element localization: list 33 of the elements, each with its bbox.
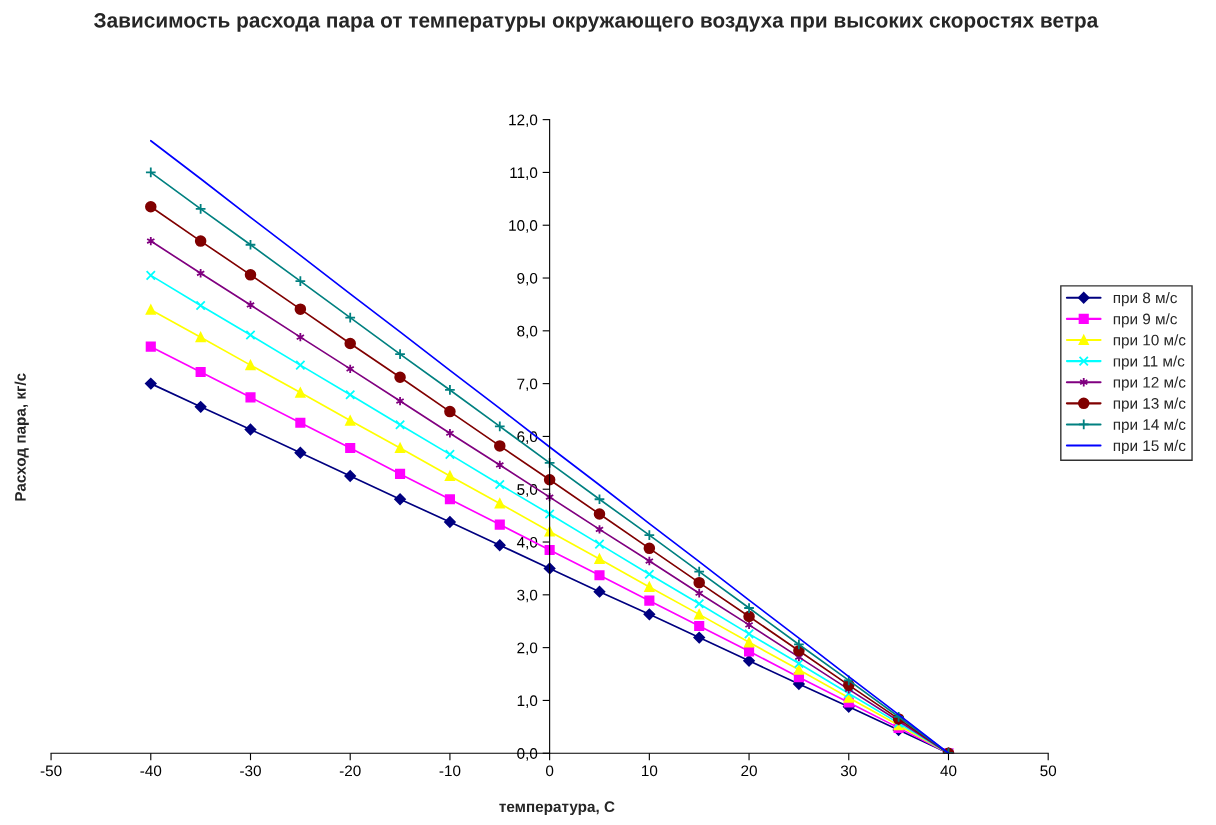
legend-label: при 14 м/с	[1113, 418, 1186, 433]
x-axis-title: температура, С	[499, 801, 615, 816]
x-tick-label: 50	[1040, 765, 1057, 777]
y-tick-label: 8,0	[517, 325, 538, 339]
y-tick-label: 12,0	[509, 114, 538, 128]
x-tick-label: -40	[140, 765, 162, 777]
x-tick-label: -50	[40, 765, 62, 777]
x-tick-label: -10	[439, 765, 461, 777]
x-tick-label: 10	[642, 765, 658, 777]
legend-label: при 9 м/с	[1113, 313, 1178, 328]
y-tick-label: 1,0	[517, 695, 538, 708]
legend-label: при 13 м/с	[1113, 397, 1186, 412]
x-tick-label: 20	[741, 765, 757, 777]
y-tick-label: 4,0	[516, 536, 538, 550]
legend-label: при 8 м/с	[1113, 292, 1178, 307]
y-tick-label: 11,0	[510, 167, 538, 180]
y-tick-label: 10,0	[509, 220, 538, 233]
y-tick-label: 9,0	[517, 272, 538, 286]
y-tick-label: 5,0	[517, 484, 538, 497]
y-axis-title: Расход пара, кг/с	[14, 373, 29, 501]
legend-label: при 12 м/с	[1113, 376, 1186, 391]
y-tick-label: 7,0	[517, 378, 538, 392]
chart-title: Зависимость расхода пара от температуры окружающего воздуха при высоких скоростях ветра	[93, 12, 1099, 32]
legend-label: при 11 м/с	[1113, 355, 1185, 370]
x-tick-label: 30	[840, 765, 857, 777]
x-tick-label: -30	[240, 765, 261, 777]
y-tick-label: 3,0	[517, 589, 538, 603]
x-tick-label: 40	[940, 765, 957, 777]
x-tick-label: -20	[339, 765, 361, 777]
y-tick-label: 2,0	[517, 642, 538, 656]
legend-label: при 10 м/с	[1113, 334, 1186, 349]
x-tick-label: 0	[545, 765, 554, 777]
legend-label: при 15 м/с	[1113, 439, 1186, 455]
